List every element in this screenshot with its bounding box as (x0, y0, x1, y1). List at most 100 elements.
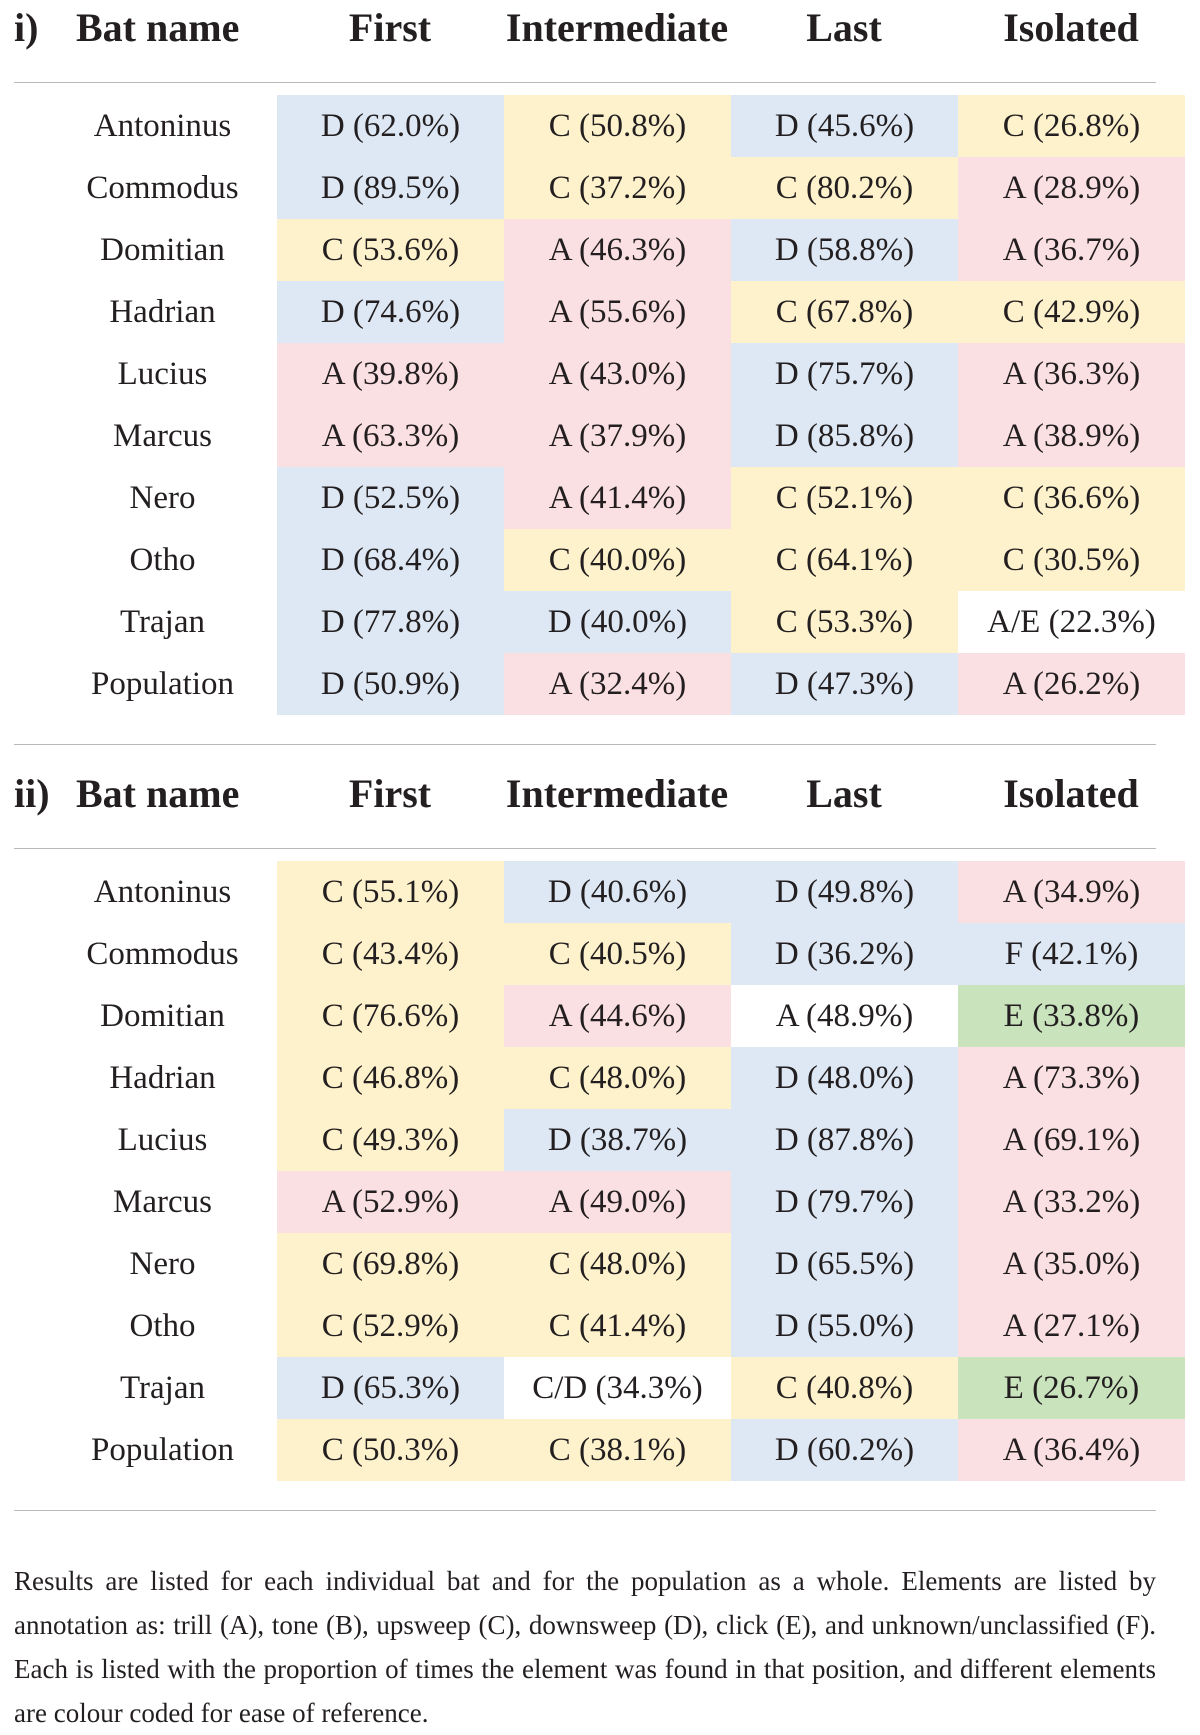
bat-name-cell: Hadrian (109, 294, 216, 330)
element-cell: A (69.1%) (958, 1109, 1185, 1171)
bat-name-cell: Population (90, 666, 234, 702)
table-row: Population D (50.9%) A (32.4%) D (47.3%) A (… (0, 653, 1200, 715)
element-cell: D (38.7%) (504, 1109, 731, 1171)
bat-name-cell: Commodus (86, 170, 239, 206)
element-cell: C (80.2%) (731, 157, 958, 219)
table-row: Otho D (68.4%) C (40.0%) C (64.1%) C (30.5%) (0, 529, 1200, 591)
table-i-body: Antoninus D (62.0%) C (50.8%) D (45.6%) C (2… (0, 95, 1200, 715)
header-bat-name: Bat name (76, 5, 240, 50)
element-cell: D (50.9%) (277, 653, 504, 715)
element-cell: A (39.8%) (277, 343, 504, 405)
element-cell: F (42.1%) (958, 923, 1185, 985)
element-cell: A (35.0%) (958, 1233, 1185, 1295)
table-row: Commodus C (43.4%) C (40.5%) D (36.2%) F (42… (0, 923, 1200, 985)
bat-name-cell: Nero (129, 1246, 196, 1282)
bat-name-cell: Commodus (86, 936, 239, 972)
element-cell: D (68.4%) (277, 529, 504, 591)
element-cell: D (87.8%) (731, 1109, 958, 1171)
element-cell: A (43.0%) (504, 343, 731, 405)
element-cell: A (36.7%) (958, 219, 1185, 281)
table-row: Marcus A (63.3%) A (37.9%) D (85.8%) A (38.9… (0, 405, 1200, 467)
bat-name-cell: Population (90, 1432, 234, 1468)
element-cell: A (37.9%) (504, 405, 731, 467)
table-footnote: Results are listed for each individual b… (14, 1566, 1156, 1728)
element-cell: C (52.9%) (277, 1295, 504, 1357)
element-cell: A (28.9%) (958, 157, 1185, 219)
element-cell: C (76.6%) (277, 985, 504, 1047)
table-row: Commodus D (89.5%) C (37.2%) C (80.2%) A (28… (0, 157, 1200, 219)
element-cell: C (69.8%) (277, 1233, 504, 1295)
element-cell: A (55.6%) (504, 281, 731, 343)
element-cell: A (32.4%) (504, 653, 731, 715)
element-cell: C (26.8%) (958, 95, 1185, 157)
bat-name-cell: Otho (129, 542, 196, 578)
element-cell: A (27.1%) (958, 1295, 1185, 1357)
table-i-label: i) (14, 5, 39, 50)
element-cell: C (40.0%) (504, 529, 731, 591)
element-cell: C (49.3%) (277, 1109, 504, 1171)
bat-name-cell: Marcus (113, 1184, 212, 1220)
footnote-rule (14, 1510, 1156, 1511)
table-row: Antoninus C (55.1%) D (40.6%) D (49.8%) A (3… (0, 861, 1200, 923)
element-cell: D (79.7%) (731, 1171, 958, 1233)
bat-name-cell: Hadrian (109, 1060, 216, 1096)
element-cell: C (53.6%) (277, 219, 504, 281)
element-cell: A (41.4%) (504, 467, 731, 529)
element-cell: A (38.9%) (958, 405, 1185, 467)
element-cell: E (33.8%) (958, 985, 1185, 1047)
bat-name-cell: Nero (129, 480, 196, 516)
element-cell: A (63.3%) (277, 405, 504, 467)
element-cell: C (64.1%) (731, 529, 958, 591)
element-cell: C (48.0%) (504, 1047, 731, 1109)
element-cell: D (85.8%) (731, 405, 958, 467)
element-cell: D (58.8%) (731, 219, 958, 281)
table-row: Lucius A (39.8%) A (43.0%) D (75.7%) A (36.3… (0, 343, 1200, 405)
table-row: Otho C (52.9%) C (41.4%) D (55.0%) A (27.1%) (0, 1295, 1200, 1357)
element-cell: D (77.8%) (277, 591, 504, 653)
element-cell: C (52.1%) (731, 467, 958, 529)
bat-name-cell: Trajan (120, 604, 205, 640)
header-last: Last (806, 5, 882, 50)
element-cell: C (41.4%) (504, 1295, 731, 1357)
element-cell: C (40.8%) (731, 1357, 958, 1419)
element-cell: C (30.5%) (958, 529, 1185, 591)
element-cell: A (73.3%) (958, 1047, 1185, 1109)
header-isolated: Isolated (1003, 5, 1139, 50)
element-cell: D (60.2%) (731, 1419, 958, 1481)
table-row: Lucius C (49.3%) D (38.7%) D (87.8%) A (69.1… (0, 1109, 1200, 1171)
element-cell: D (65.3%) (277, 1357, 504, 1419)
header-bat-name: Bat name (76, 771, 240, 816)
element-cell: A (36.4%) (958, 1419, 1185, 1481)
table-row: Nero C (69.8%) C (48.0%) D (65.5%) A (35.0%) (0, 1233, 1200, 1295)
element-cell: C (40.5%) (504, 923, 731, 985)
element-cell: A (49.0%) (504, 1171, 731, 1233)
header-first: First (348, 5, 432, 50)
element-cell: D (36.2%) (731, 923, 958, 985)
bat-name-cell: Antoninus (93, 874, 232, 910)
element-cell: A (46.3%) (504, 219, 731, 281)
header-isolated: Isolated (1003, 771, 1139, 816)
element-cell: A (36.3%) (958, 343, 1185, 405)
element-cell: C (48.0%) (504, 1233, 731, 1295)
header-rule (14, 82, 1156, 83)
table-row: Domitian C (53.6%) A (46.3%) D (58.8%) A (36… (0, 219, 1200, 281)
table-ii-body: Antoninus C (55.1%) D (40.6%) D (49.8%) A (3… (0, 861, 1200, 1481)
element-cell: C (42.9%) (958, 281, 1185, 343)
bat-name-cell: Lucius (117, 356, 208, 392)
element-cell: D (74.6%) (277, 281, 504, 343)
element-cell: D (55.0%) (731, 1295, 958, 1357)
element-cell: C (37.2%) (504, 157, 731, 219)
element-cell: C (50.3%) (277, 1419, 504, 1481)
bat-name-cell: Lucius (117, 1122, 208, 1158)
header-intermediate: Intermediate (505, 5, 729, 50)
element-cell: C (38.1%) (504, 1419, 731, 1481)
element-cell: A (48.9%) (731, 985, 958, 1047)
element-cell: D (40.0%) (504, 591, 731, 653)
bat-name-cell: Domitian (100, 232, 225, 268)
table-ii: ii) Bat name First Intermediate Last Iso… (0, 766, 1200, 1511)
table-row: Domitian C (76.6%) A (44.6%) A (48.9%) E (33… (0, 985, 1200, 1047)
table-row: Antoninus D (62.0%) C (50.8%) D (45.6%) C (2… (0, 95, 1200, 157)
element-cell: A (44.6%) (504, 985, 731, 1047)
element-cell: C (43.4%) (277, 923, 504, 985)
element-cell: C (55.1%) (277, 861, 504, 923)
